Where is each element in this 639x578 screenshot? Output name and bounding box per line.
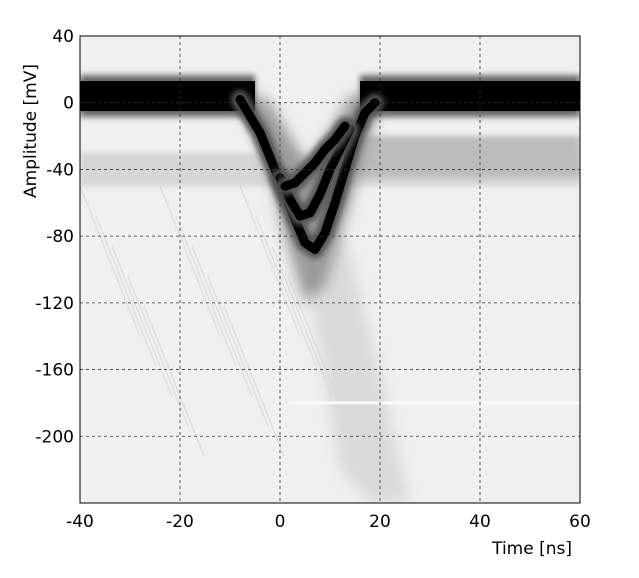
x-tick-label: 0 bbox=[275, 512, 286, 532]
plot-frame bbox=[79, 35, 581, 504]
y-tick-label: 40 bbox=[52, 27, 74, 47]
faint-trace bbox=[159, 185, 221, 337]
x-tick-label: -40 bbox=[66, 512, 94, 532]
y-tick-label: -40 bbox=[46, 160, 74, 180]
y-tick-label: -80 bbox=[46, 227, 74, 247]
grid bbox=[80, 36, 580, 503]
band-baseline bbox=[80, 81, 255, 112]
x-tick-label: 20 bbox=[369, 512, 391, 532]
y-tick-label: -120 bbox=[35, 294, 74, 314]
y-tick-label: -200 bbox=[35, 427, 74, 447]
faint-trace bbox=[207, 276, 269, 427]
faint-trace bbox=[287, 276, 349, 427]
y-tick-label: 0 bbox=[63, 94, 74, 114]
faint-trace bbox=[271, 246, 333, 397]
faint-trace bbox=[255, 215, 317, 367]
x-tick-label: -20 bbox=[166, 512, 194, 532]
y-axis-label: Amplitude [mV] bbox=[21, 64, 41, 198]
faint-trace bbox=[191, 246, 253, 397]
haze-band-right bbox=[355, 136, 580, 178]
x-axis-label: Time [ns] bbox=[491, 539, 572, 559]
trace-core-tertiary-pulse bbox=[280, 121, 350, 191]
faint-trace bbox=[239, 185, 301, 337]
faint-trace bbox=[80, 185, 141, 337]
trace-core-secondary-pulse bbox=[275, 124, 355, 221]
faint-trace bbox=[95, 215, 157, 367]
faint-trace bbox=[223, 306, 285, 457]
faint-trace bbox=[111, 246, 173, 397]
faint-trace bbox=[175, 215, 237, 367]
x-tick-label: 60 bbox=[569, 512, 591, 532]
y-tick-label: -160 bbox=[35, 361, 74, 381]
faint-trace bbox=[127, 276, 189, 427]
x-tick-label: 40 bbox=[469, 512, 491, 532]
faint-trace bbox=[143, 306, 205, 457]
band-baseline-recovery bbox=[360, 81, 580, 112]
